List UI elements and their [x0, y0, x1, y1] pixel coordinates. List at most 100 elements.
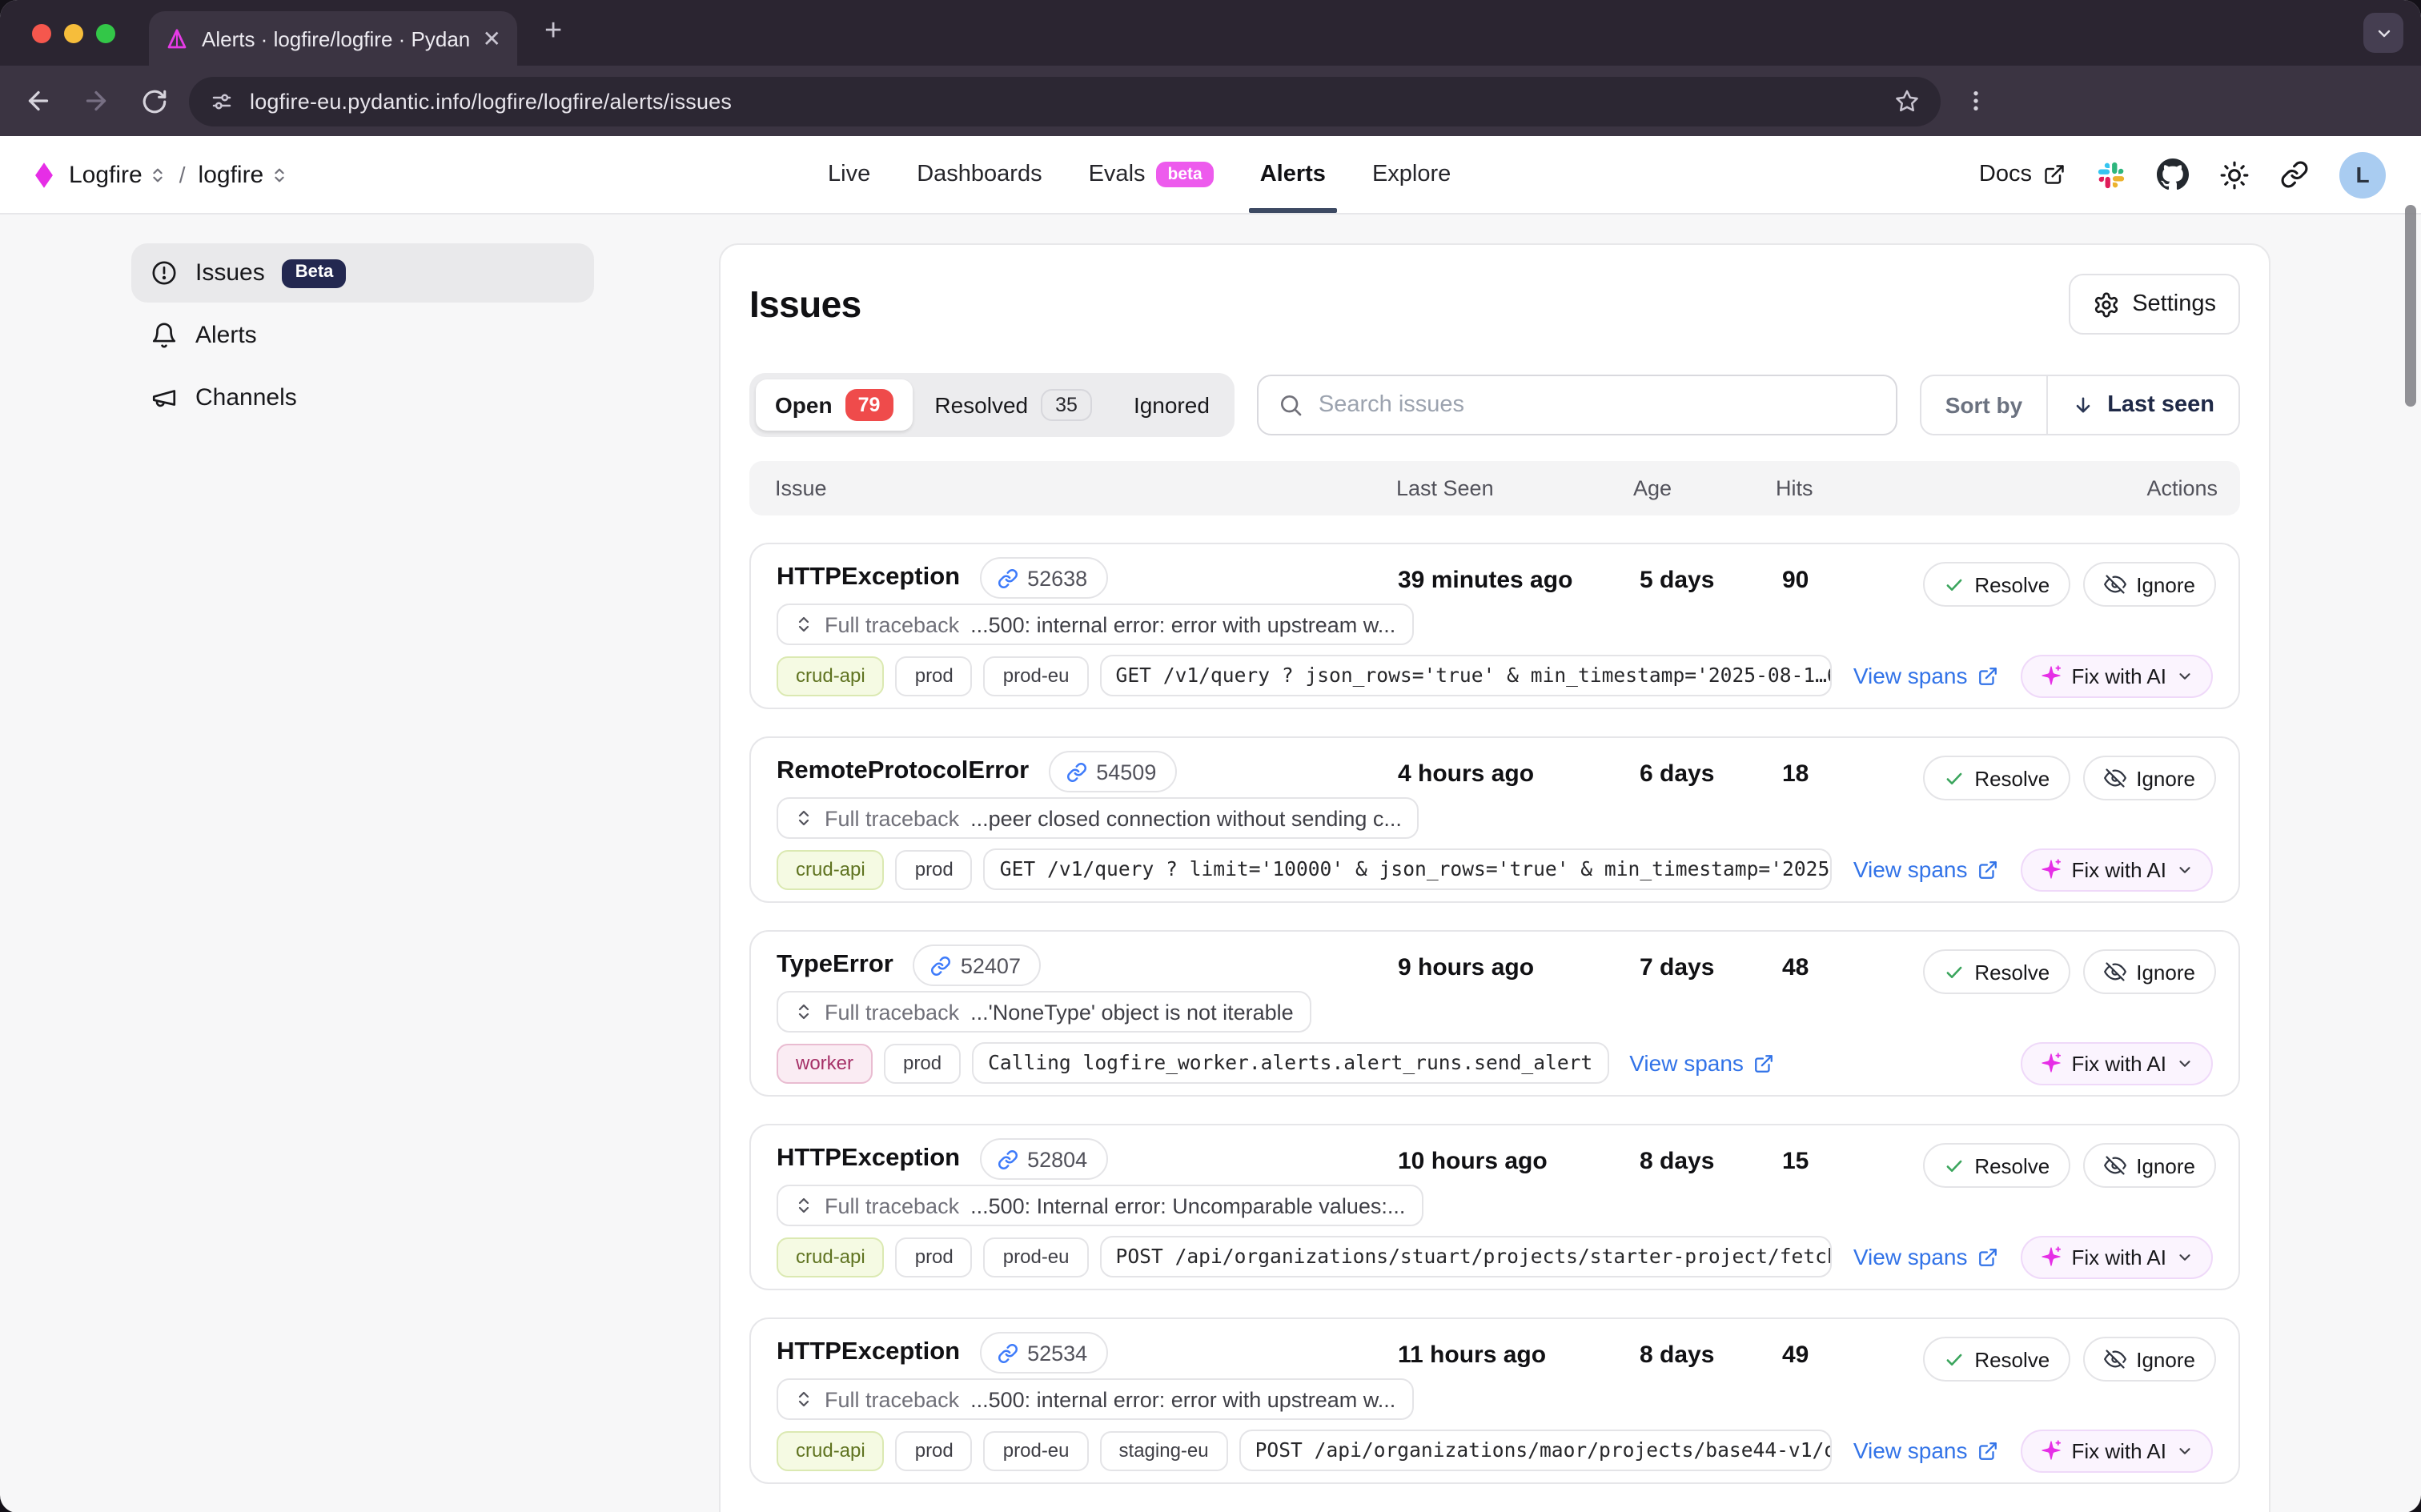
full-traceback-button[interactable]: Full traceback ...500: internal error: e… [777, 604, 1414, 645]
ignore-button[interactable]: Ignore [2083, 562, 2216, 607]
issue-last-seen: 9 hours ago [1398, 954, 1535, 981]
page-scrollbar-thumb[interactable] [2405, 205, 2416, 407]
back-button[interactable] [19, 86, 58, 115]
issue-last-seen: 39 minutes ago [1398, 567, 1573, 594]
forward-button[interactable] [77, 86, 115, 115]
nav-dashboards[interactable]: Dashboards [917, 162, 1042, 187]
tab-ignored[interactable]: Ignored [1114, 379, 1229, 431]
column-header-last-seen: Last Seen [1396, 476, 1494, 500]
check-icon [1946, 1159, 1962, 1172]
fix-with-ai-button[interactable]: Fix with AI [2020, 1429, 2213, 1472]
issue-id-link[interactable]: 52638 [979, 557, 1109, 599]
tab-search-chevron-button[interactable] [2363, 13, 2403, 53]
issue-age: 8 days [1640, 1148, 1715, 1175]
docs-link[interactable]: Docs [1979, 162, 2066, 187]
slack-icon[interactable] [2096, 159, 2126, 190]
org-switcher[interactable]: Logfire [69, 161, 167, 188]
issue-actions: Resolve Ignore [1923, 1143, 2216, 1188]
resolve-button[interactable]: Resolve [1923, 949, 2071, 994]
github-icon[interactable] [2157, 158, 2189, 191]
issue-card: HTTPException 52534 11 hours ago 8 days … [749, 1317, 2240, 1484]
fix-with-ai-button[interactable]: Fix with AI [2020, 848, 2213, 891]
bookmark-star-icon[interactable] [1894, 88, 1920, 114]
link-icon [998, 1149, 1018, 1169]
open-count-badge: 79 [845, 388, 893, 422]
view-spans-link[interactable]: View spans [1629, 1050, 1774, 1076]
tab-open[interactable]: Open 79 [756, 379, 913, 431]
chevron-down-icon [2179, 672, 2190, 679]
view-spans-link[interactable]: View spans [1853, 1438, 1998, 1463]
resolve-button[interactable]: Resolve [1923, 1143, 2071, 1188]
full-traceback-button[interactable]: Full traceback ...500: internal error: e… [777, 1378, 1414, 1420]
address-bar[interactable]: logfire-eu.pydantic.info/logfire/logfire… [189, 76, 1941, 126]
ignore-button[interactable]: Ignore [2083, 1143, 2216, 1188]
status-tabs: Open 79 Resolved 35 Ignored [749, 373, 1235, 437]
issue-tag: crud-api [777, 656, 885, 696]
sort-control[interactable]: Sort by Last seen [1919, 375, 2240, 435]
resolve-button[interactable]: Resolve [1923, 562, 2071, 607]
theme-sun-icon[interactable] [2219, 159, 2250, 190]
sidebar-item-alerts[interactable]: Alerts [131, 306, 594, 365]
full-traceback-button[interactable]: Full traceback ...peer closed connection… [777, 797, 1419, 839]
nav-explore[interactable]: Explore [1371, 162, 1451, 187]
user-avatar[interactable]: L [2339, 151, 2386, 198]
nav-alerts[interactable]: Alerts [1248, 136, 1338, 213]
ignore-button[interactable]: Ignore [2083, 756, 2216, 800]
browser-menu-button[interactable] [1963, 88, 1989, 114]
full-traceback-button[interactable]: Full traceback ...500: Internal error: U… [777, 1185, 1423, 1226]
fix-with-ai-button[interactable]: Fix with AI [2020, 654, 2213, 697]
nav-evals[interactable]: Evals beta [1089, 136, 1214, 213]
issue-tags: crud-api prod prod-eu [777, 656, 1089, 696]
issue-card: TypeError 52407 9 hours ago 7 days 48 Re… [749, 930, 2240, 1097]
issue-tag: prod-eu [983, 1430, 1089, 1470]
issues-list: HTTPException 52638 39 minutes ago 5 day… [749, 543, 2240, 1484]
issue-span-message: POST /api/organizations/maor/projects/ba… [1239, 1430, 1833, 1471]
issue-hits: 90 [1782, 567, 1809, 594]
eye-off-icon [2104, 575, 2127, 594]
search-input[interactable] [1318, 392, 1877, 418]
browser-tab[interactable]: Alerts · logfire/logfire · Pydant ✕ [149, 11, 517, 66]
full-traceback-button[interactable]: Full traceback ...'NoneType' object is n… [777, 991, 1311, 1033]
sidebar-item-issues[interactable]: Issues Beta [131, 243, 594, 303]
issue-tag: worker [777, 1043, 873, 1083]
view-spans-link[interactable]: View spans [1853, 1244, 1998, 1269]
tab-resolved[interactable]: Resolved 35 [915, 379, 1111, 431]
window-zoom-button[interactable] [96, 23, 115, 42]
tab-title: Alerts · logfire/logfire · Pydant [202, 26, 470, 50]
issue-title: HTTPException [777, 563, 961, 591]
reload-button[interactable] [134, 87, 173, 114]
issue-id-link[interactable]: 52407 [912, 944, 1042, 986]
link-icon [930, 956, 950, 975]
view-spans-link[interactable]: View spans [1853, 856, 1998, 882]
issue-tag: prod [895, 1430, 973, 1470]
sidebar-item-channels[interactable]: Channels [131, 368, 594, 427]
resolve-button[interactable]: Resolve [1923, 756, 2071, 800]
fix-with-ai-button[interactable]: Fix with AI [2020, 1041, 2213, 1085]
issue-title: HTTPException [777, 1145, 961, 1172]
issue-id-link[interactable]: 52804 [979, 1138, 1109, 1180]
eye-off-icon [2104, 962, 2127, 981]
window-close-button[interactable] [32, 23, 51, 42]
tab-close-icon[interactable]: ✕ [482, 26, 501, 51]
settings-button[interactable]: Settings [2068, 274, 2240, 335]
issue-card: HTTPException 52804 10 hours ago 8 days … [749, 1124, 2240, 1290]
issue-last-seen: 10 hours ago [1398, 1148, 1548, 1175]
view-spans-link[interactable]: View spans [1853, 663, 1998, 688]
fix-with-ai-button[interactable]: Fix with AI [2020, 1235, 2213, 1278]
sort-value-button[interactable]: Last seen [2048, 376, 2238, 434]
issue-tag: prod-eu [983, 656, 1089, 696]
nav-live[interactable]: Live [828, 162, 871, 187]
ignore-button[interactable]: Ignore [2083, 949, 2216, 994]
new-tab-button[interactable]: + [544, 14, 563, 48]
window-minimize-button[interactable] [64, 23, 83, 42]
logfire-logo [35, 162, 53, 187]
issue-age: 7 days [1640, 954, 1715, 981]
issue-id-link[interactable]: 54509 [1048, 751, 1178, 792]
ignore-button[interactable]: Ignore [2083, 1337, 2216, 1382]
issue-id: 52804 [1027, 1147, 1088, 1171]
issue-id-link[interactable]: 52534 [979, 1332, 1109, 1374]
share-link-icon[interactable] [2280, 160, 2309, 189]
resolve-button[interactable]: Resolve [1923, 1337, 2071, 1382]
project-switcher[interactable]: logfire [199, 161, 288, 188]
issues-table-header: Issue Last Seen Age Hits Actions [749, 461, 2240, 515]
